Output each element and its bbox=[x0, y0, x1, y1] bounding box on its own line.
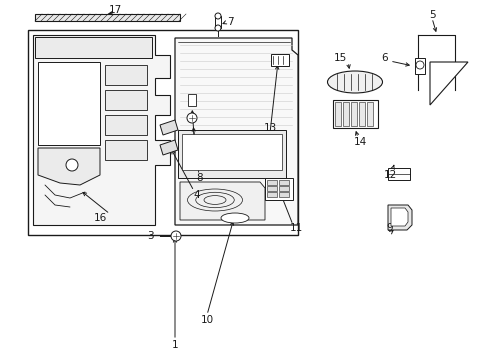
Bar bbox=[342, 102, 348, 126]
Polygon shape bbox=[38, 62, 100, 145]
Text: 3: 3 bbox=[146, 231, 153, 241]
Text: 13: 13 bbox=[263, 123, 276, 133]
Circle shape bbox=[66, 159, 78, 171]
Text: 12: 12 bbox=[383, 170, 396, 180]
Bar bbox=[358, 102, 364, 126]
Polygon shape bbox=[160, 140, 178, 155]
Polygon shape bbox=[175, 38, 297, 225]
Bar bbox=[105, 90, 147, 110]
Bar bbox=[215, 16, 221, 28]
Polygon shape bbox=[390, 208, 407, 226]
Polygon shape bbox=[387, 205, 411, 230]
Text: 15: 15 bbox=[333, 53, 346, 63]
Polygon shape bbox=[38, 148, 100, 185]
Bar bbox=[105, 65, 147, 85]
Polygon shape bbox=[180, 182, 264, 220]
Bar bbox=[366, 102, 372, 126]
Polygon shape bbox=[160, 120, 178, 135]
Text: 9: 9 bbox=[386, 223, 392, 233]
Circle shape bbox=[171, 231, 181, 241]
Polygon shape bbox=[429, 62, 467, 105]
Polygon shape bbox=[35, 37, 152, 58]
Bar bbox=[105, 140, 147, 160]
Text: 4: 4 bbox=[193, 190, 200, 200]
Bar bbox=[264, 178, 292, 200]
Bar bbox=[270, 54, 288, 66]
Ellipse shape bbox=[327, 71, 382, 93]
Bar bbox=[350, 102, 356, 126]
Text: 16: 16 bbox=[93, 213, 106, 223]
Bar bbox=[414, 58, 424, 74]
Bar bbox=[187, 94, 196, 106]
Text: 11: 11 bbox=[289, 223, 302, 233]
Polygon shape bbox=[33, 35, 170, 225]
Bar bbox=[332, 100, 377, 128]
Bar bbox=[279, 192, 288, 197]
Bar bbox=[182, 134, 282, 170]
Ellipse shape bbox=[221, 213, 248, 223]
Text: 17: 17 bbox=[108, 5, 122, 15]
Bar bbox=[279, 186, 288, 191]
Circle shape bbox=[215, 13, 221, 19]
Bar bbox=[178, 130, 285, 178]
Bar bbox=[279, 180, 288, 185]
Bar bbox=[266, 186, 276, 191]
Circle shape bbox=[415, 61, 423, 69]
Bar bbox=[266, 192, 276, 197]
Text: 14: 14 bbox=[353, 137, 366, 147]
Text: 5: 5 bbox=[428, 10, 434, 20]
Text: 7: 7 bbox=[226, 17, 233, 27]
Text: 2: 2 bbox=[192, 155, 199, 165]
Text: 10: 10 bbox=[200, 315, 213, 325]
Bar bbox=[266, 180, 276, 185]
Text: 8: 8 bbox=[196, 173, 203, 183]
Text: 6: 6 bbox=[381, 53, 387, 63]
Circle shape bbox=[215, 25, 221, 31]
Bar bbox=[35, 14, 180, 21]
Text: 1: 1 bbox=[171, 340, 178, 350]
Bar bbox=[28, 30, 297, 235]
Bar bbox=[387, 168, 409, 180]
Bar bbox=[334, 102, 340, 126]
Bar bbox=[105, 115, 147, 135]
Circle shape bbox=[186, 113, 197, 123]
